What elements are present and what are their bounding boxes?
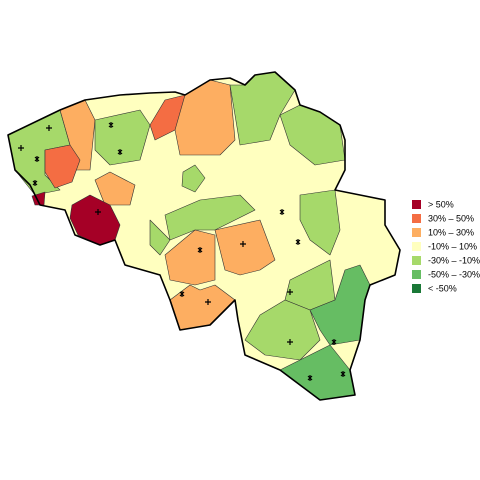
regions bbox=[7, 71, 401, 401]
region bbox=[214, 219, 276, 276]
region bbox=[149, 219, 171, 256]
region bbox=[94, 171, 136, 206]
legend-label: < -50% bbox=[428, 283, 457, 293]
legend-swatch bbox=[412, 200, 421, 209]
legend: > 50% 30% – 50% 10% – 30% -10% – 10% -30% – … bbox=[412, 199, 480, 293]
legend-label: -30% – -10% bbox=[428, 255, 480, 265]
legend-swatch bbox=[412, 228, 421, 237]
legend-swatch bbox=[412, 242, 421, 251]
legend-label: 30% – 50% bbox=[428, 213, 474, 223]
legend-label: > 50% bbox=[428, 199, 454, 209]
region bbox=[181, 164, 206, 193]
region bbox=[164, 194, 256, 241]
star-marker bbox=[32, 122, 346, 381]
legend-swatch bbox=[412, 256, 421, 265]
markers bbox=[18, 122, 346, 381]
region bbox=[164, 229, 216, 286]
legend-swatch bbox=[412, 284, 421, 293]
legend-label: -10% – 10% bbox=[428, 241, 477, 251]
plus-marker bbox=[18, 125, 293, 345]
region bbox=[244, 299, 321, 361]
legend-label: -50% – -30% bbox=[428, 269, 480, 279]
legend-swatch bbox=[412, 270, 421, 279]
region bbox=[174, 79, 236, 156]
legend-label: 10% – 30% bbox=[428, 227, 474, 237]
legend-swatch bbox=[412, 214, 421, 223]
region bbox=[44, 144, 81, 189]
country-border bbox=[7, 71, 401, 401]
region bbox=[94, 109, 151, 166]
